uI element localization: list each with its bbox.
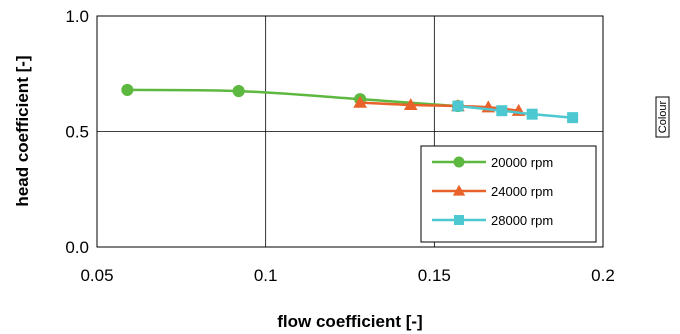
legend-label: 24000 rpm bbox=[491, 184, 553, 199]
data-point bbox=[121, 83, 134, 96]
data-point bbox=[403, 98, 418, 111]
data-point bbox=[452, 100, 464, 112]
side-label: Colour bbox=[657, 100, 669, 133]
y-tick-labels: 0.0 0.5 1.0 bbox=[65, 7, 89, 257]
data-point bbox=[232, 85, 245, 98]
legend-label: 20000 rpm bbox=[491, 155, 553, 170]
x-tick-labels: 0.05 0.1 0.15 0.2 bbox=[80, 266, 614, 285]
y-tick-label: 0.0 bbox=[65, 238, 89, 257]
series-line bbox=[457, 104, 573, 119]
legend-marker bbox=[454, 215, 464, 225]
legend-label: 28000 rpm bbox=[491, 213, 553, 228]
legend: 20000 rpm 24000 rpm 28000 rpm bbox=[420, 145, 597, 243]
legend-marker bbox=[452, 184, 466, 196]
data-point bbox=[496, 105, 508, 117]
x-tick-label: 0.2 bbox=[591, 266, 615, 285]
x-tick-label: 0.1 bbox=[254, 266, 278, 285]
y-tick-label: 0.5 bbox=[65, 123, 89, 142]
x-tick-label: 0.05 bbox=[80, 266, 113, 285]
series-layer bbox=[121, 83, 579, 124]
side-label-box: Colour bbox=[655, 96, 670, 138]
plot-border bbox=[96, 15, 604, 248]
y-axis-title: head coefficient [-] bbox=[13, 55, 32, 206]
series-3 bbox=[452, 100, 579, 124]
x-axis-title: flow coefficient [-] bbox=[277, 312, 422, 331]
x-tick-label: 0.15 bbox=[418, 266, 451, 285]
data-point bbox=[567, 112, 579, 124]
legend-items: 20000 rpm 24000 rpm 28000 rpm bbox=[432, 155, 553, 228]
data-point bbox=[526, 108, 538, 120]
y-tick-label: 1.0 bbox=[65, 7, 89, 26]
data-point bbox=[353, 95, 367, 108]
side-label-frame bbox=[655, 96, 670, 138]
legend-marker bbox=[453, 156, 465, 168]
